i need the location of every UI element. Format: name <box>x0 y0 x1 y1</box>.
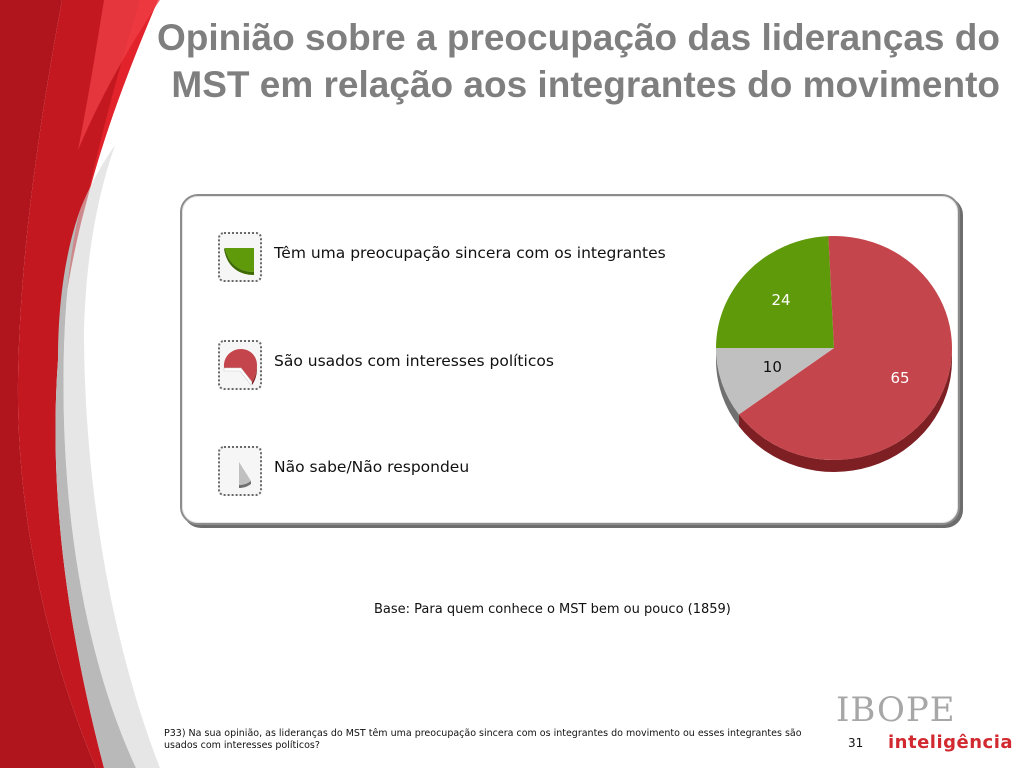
legend-label-dont-know: Não sabe/Não respondeu <box>274 458 470 476</box>
legend-swatch-red <box>218 340 262 390</box>
question-footnote: P33) Na sua opinião, as lideranças do MS… <box>164 728 802 751</box>
slide-title: Opinião sobre a preocupação das lideranç… <box>156 17 1000 105</box>
pie-slice-2 <box>716 348 834 415</box>
pie-label-2: 10 <box>763 358 782 376</box>
legend-swatch-gray <box>218 446 262 496</box>
pie-slice-1 <box>738 236 952 460</box>
legend-label-political: São usados com interesses políticos <box>274 352 554 370</box>
legend-label-sincere: Têm uma preocupação sincera com os integ… <box>274 244 666 262</box>
inteligencia-logo: inteligência <box>888 732 1014 753</box>
pie-side-2 <box>716 348 739 427</box>
pie-label-1: 65 <box>891 369 910 387</box>
page-number: 31 <box>848 736 864 750</box>
legend-swatch-green <box>218 232 262 282</box>
pie-slice-0 <box>716 236 834 348</box>
ibope-logo: IBOPE <box>836 690 956 730</box>
base-note: Base: Para quem conhece o MST bem ou pou… <box>374 602 731 617</box>
pie-label-0: 24 <box>772 291 791 309</box>
